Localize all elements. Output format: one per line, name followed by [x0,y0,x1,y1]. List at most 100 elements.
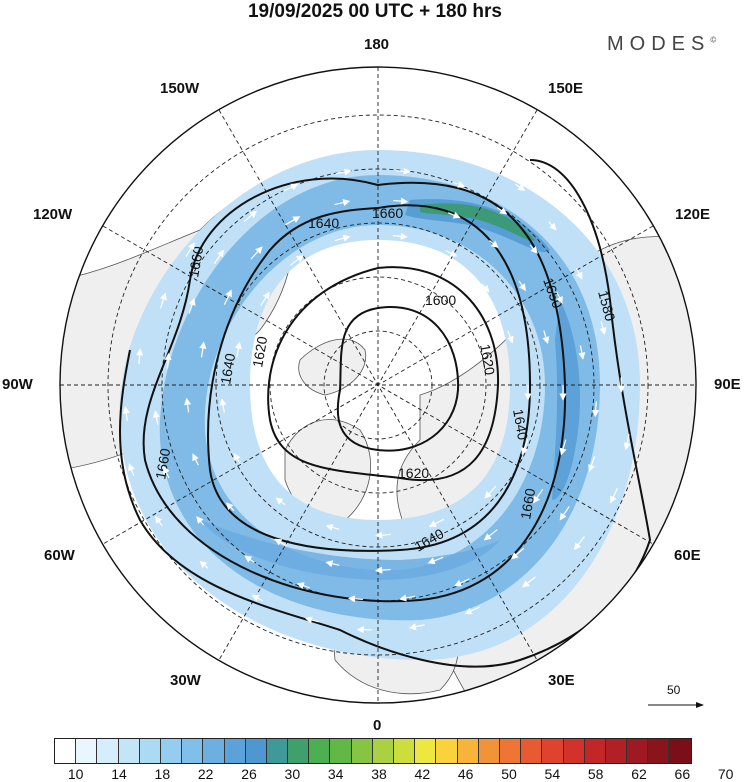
wind-vector-arrow [199,560,209,569]
colorbar-tick-label: 22 [197,766,214,782]
wind-vector-arrow [250,246,263,260]
wind-vector-arrow [274,538,286,546]
colorbar-tick-label: 46 [457,766,474,782]
wind-vector-arrow [188,297,196,314]
contour-labels: 1600 1620 1620 1620 1640 1640 1640 1640 … [152,205,618,555]
wind-vector-arrow [427,556,444,565]
wind-vector-arrow [542,330,550,345]
lon-label-30w: 30W [170,672,201,689]
colorbar-tick-label: 62 [631,766,647,782]
colorbar-swatch [521,739,543,763]
colorbar-ticks: 10 14 18 22 26 30 34 38 42 46 50 54 58 62 66 70 [54,766,734,782]
colorbar-tick-label: 50 [501,766,517,782]
wind-vector-arrow [496,207,508,215]
colorbar-swatch [76,739,98,763]
colorbar-tick-label: 38 [371,766,387,782]
colorbar-swatch [182,739,204,763]
wind-vector-arrow [196,516,205,526]
wind-vector-arrow [234,341,242,358]
colorbar-swatch [669,739,691,763]
wind-vector-arrow [454,578,470,587]
wind-vector-arrow [354,136,371,144]
wind-vector-arrow [623,433,631,451]
reference-vector-label: 50 [667,683,681,697]
contour-label: 1620 [398,465,429,481]
wind-vector-arrow [408,623,425,631]
wind-vector-arrow [136,348,144,365]
brand-name: MODES [607,33,711,55]
colorbar [54,738,692,764]
colorbar-swatch [499,739,522,763]
wind-vector-arrow [260,291,270,307]
wind-vector-arrow [296,582,310,590]
colorbar-swatch [245,739,267,763]
colorbar-swatch [457,739,479,763]
wind-vector-arrow [285,216,301,226]
wind-vector-arrow [199,341,207,358]
wind-vector-arrow [393,197,409,205]
colorbar-swatch [627,739,649,763]
colorbar-tick-label: 70 [717,766,734,782]
colorbar-swatch [394,739,416,763]
map-field: 1600 1620 1620 1620 1640 1640 1640 1640 … [60,67,696,703]
wind-vector-arrow [244,555,255,563]
arctic-islands-land [298,338,367,396]
wind-vector-arrow [548,221,557,231]
lon-label-0: 0 [373,717,382,734]
colorbar-swatch [563,739,585,763]
wind-vector-arrow [325,523,340,531]
colorbar-tick-label: 18 [154,766,171,782]
wind-vector-arrow [533,488,544,504]
lon-label-30e: 30E [548,672,575,689]
colorbar-tick-label: 30 [284,766,301,782]
wind-vector-arrow [428,518,445,527]
contour-1600 [336,305,460,452]
wind-vector-arrow [514,183,526,191]
wind-vector-arrow [243,210,258,223]
wind-vector-arrow [334,199,351,207]
lon-label-60w: 60W [44,547,75,564]
colorbar-tick-label: 10 [67,766,84,782]
contour-label: 1660 [517,487,538,521]
wind-vector-arrow [164,352,172,369]
colorbar-swatch [160,739,183,763]
colorbar-swatch [542,739,564,763]
contour-1620 [267,266,500,482]
contour-label: 1660 [372,205,403,221]
wind-vector-arrow [275,497,286,506]
contour-label: 1660 [185,245,206,279]
lon-label-60e: 60E [674,547,701,564]
wind-vector-arrow [392,232,408,240]
wind-vector-arrow [213,199,227,213]
wind-vector-arrow [510,547,525,560]
wind-vector-arrow [223,289,232,305]
colorbar-swatch [351,739,373,763]
wind-vector-arrow [529,244,538,254]
wind-vector-arrow [599,321,607,335]
wind-vector-arrow [184,397,192,413]
colorbar-swatch [203,739,225,763]
wind-vector-arrow [225,502,235,512]
contour-label: 1580 [595,289,619,323]
colorbar-tick-label: 34 [327,766,344,782]
wind-vector-arrow [334,234,351,242]
contour-1640 [207,204,532,552]
wind-vector-arrow [185,242,195,258]
colorbar-tick-label: 66 [674,766,691,782]
colorbar-swatch [139,739,161,763]
colorbar-tick-label: 58 [587,766,604,782]
colorbar-swatch [415,739,437,763]
wind-vector-arrow [155,515,163,527]
wind-vector-arrow [575,268,583,280]
contour-label: 1640 [217,352,238,386]
wind-vector-arrow [122,406,130,421]
wind-vector-arrow [447,211,461,219]
graticule [60,67,696,703]
wind-vector-arrow [289,254,304,266]
lon-label-150e: 150E [548,80,584,97]
wind-vector-arrow [347,595,363,603]
wind-vector-arrow [192,453,199,466]
wind-vector-arrow [395,167,411,175]
contour-label: 1620 [249,335,270,369]
